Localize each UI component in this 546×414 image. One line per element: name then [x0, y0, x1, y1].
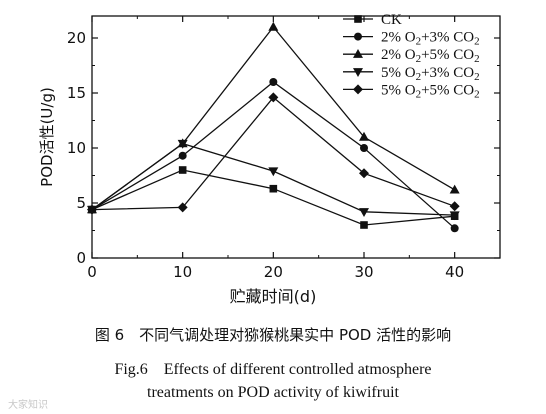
legend-label-3: 5% O2+3% CO2 — [381, 65, 480, 83]
data-point-series-3 — [177, 139, 188, 149]
series-line-1 — [91, 81, 456, 229]
data-point-series-2 — [359, 131, 369, 141]
data-point-series-0 — [360, 221, 368, 229]
x-tick-label: 10 — [173, 263, 192, 281]
data-point-series-2 — [268, 21, 279, 31]
legend-label-1: 2% O2+3% CO2 — [381, 30, 480, 48]
figure-caption-english-line2: treatments on POD activity of kiwifruit — [147, 384, 399, 401]
legend-subscript: 2 — [474, 36, 480, 48]
data-point-series-4 — [177, 202, 188, 213]
legend-marker-0 — [354, 15, 362, 23]
legend-text: +5% CO — [421, 47, 474, 63]
watermark-text: 大家知识 — [8, 400, 48, 411]
legend-subscript: 2 — [416, 71, 422, 83]
x-tick-label: 40 — [445, 263, 464, 281]
legend-subscript: 2 — [474, 71, 480, 83]
legend-subscript: 2 — [416, 88, 422, 100]
legend-text: 2% O — [381, 47, 416, 63]
legend-text: +5% CO — [421, 82, 474, 98]
data-point-series-4 — [449, 201, 460, 212]
series-line-4 — [91, 96, 455, 211]
legend-label-2: 2% O2+5% CO2 — [381, 47, 480, 65]
figure-caption-english-line1: Fig.6 Effects of different controlled at… — [114, 361, 432, 378]
y-tick-label: 5 — [76, 194, 86, 212]
y-axis-label: POD活性(U/g) — [38, 87, 56, 187]
series-line-0 — [91, 169, 455, 226]
y-tick-label: 10 — [67, 139, 86, 157]
data-point-series-1 — [450, 224, 459, 233]
y-tick-label: 0 — [76, 249, 86, 267]
legend-text: +3% CO — [421, 65, 474, 81]
plot-frame — [91, 15, 501, 259]
data-point-series-1 — [178, 151, 187, 160]
data-point-series-4 — [87, 204, 97, 215]
series-markers — [87, 21, 460, 233]
legend-label-0: CK — [381, 12, 402, 28]
x-tick-label: 0 — [87, 263, 97, 281]
legend-marker-3 — [353, 68, 363, 77]
data-point-series-3 — [359, 208, 369, 217]
data-point-series-0 — [269, 184, 278, 193]
data-point-series-2 — [449, 184, 460, 194]
legend-text: 5% O — [381, 65, 416, 81]
data-point-series-4 — [359, 168, 369, 179]
data-point-series-0 — [178, 166, 187, 174]
data-point-series-1 — [269, 78, 278, 86]
plot-axes — [91, 15, 501, 259]
data-point-series-1 — [360, 144, 368, 152]
legend-marker-4 — [353, 84, 363, 95]
x-tick-label: 20 — [264, 263, 283, 281]
legend-marker-1 — [354, 32, 362, 41]
x-axis-label: 贮藏时间(d) — [230, 287, 317, 306]
legend-text: CK — [381, 12, 402, 28]
legend-marker-2 — [353, 49, 363, 58]
data-point-series-4 — [268, 92, 279, 103]
legend-subscript: 2 — [474, 88, 480, 100]
legend-subscript: 2 — [416, 53, 422, 65]
legend-text: 5% O — [381, 82, 416, 98]
data-point-series-3 — [449, 211, 460, 221]
data-point-series-3 — [268, 167, 279, 177]
legend-subscript: 2 — [474, 53, 480, 65]
y-tick-label: 15 — [67, 84, 86, 102]
figure-caption-chinese: 图 6 不同气调处理对猕猴桃果实中 POD 活性的影响 — [94, 326, 452, 344]
legend-text: +3% CO — [421, 30, 474, 46]
y-tick-label: 20 — [67, 29, 86, 47]
legend-label-4: 5% O2+5% CO2 — [381, 82, 480, 100]
legend-subscript: 2 — [416, 36, 422, 48]
legend-text: 2% O — [381, 30, 416, 46]
x-tick-label: 30 — [354, 263, 373, 281]
